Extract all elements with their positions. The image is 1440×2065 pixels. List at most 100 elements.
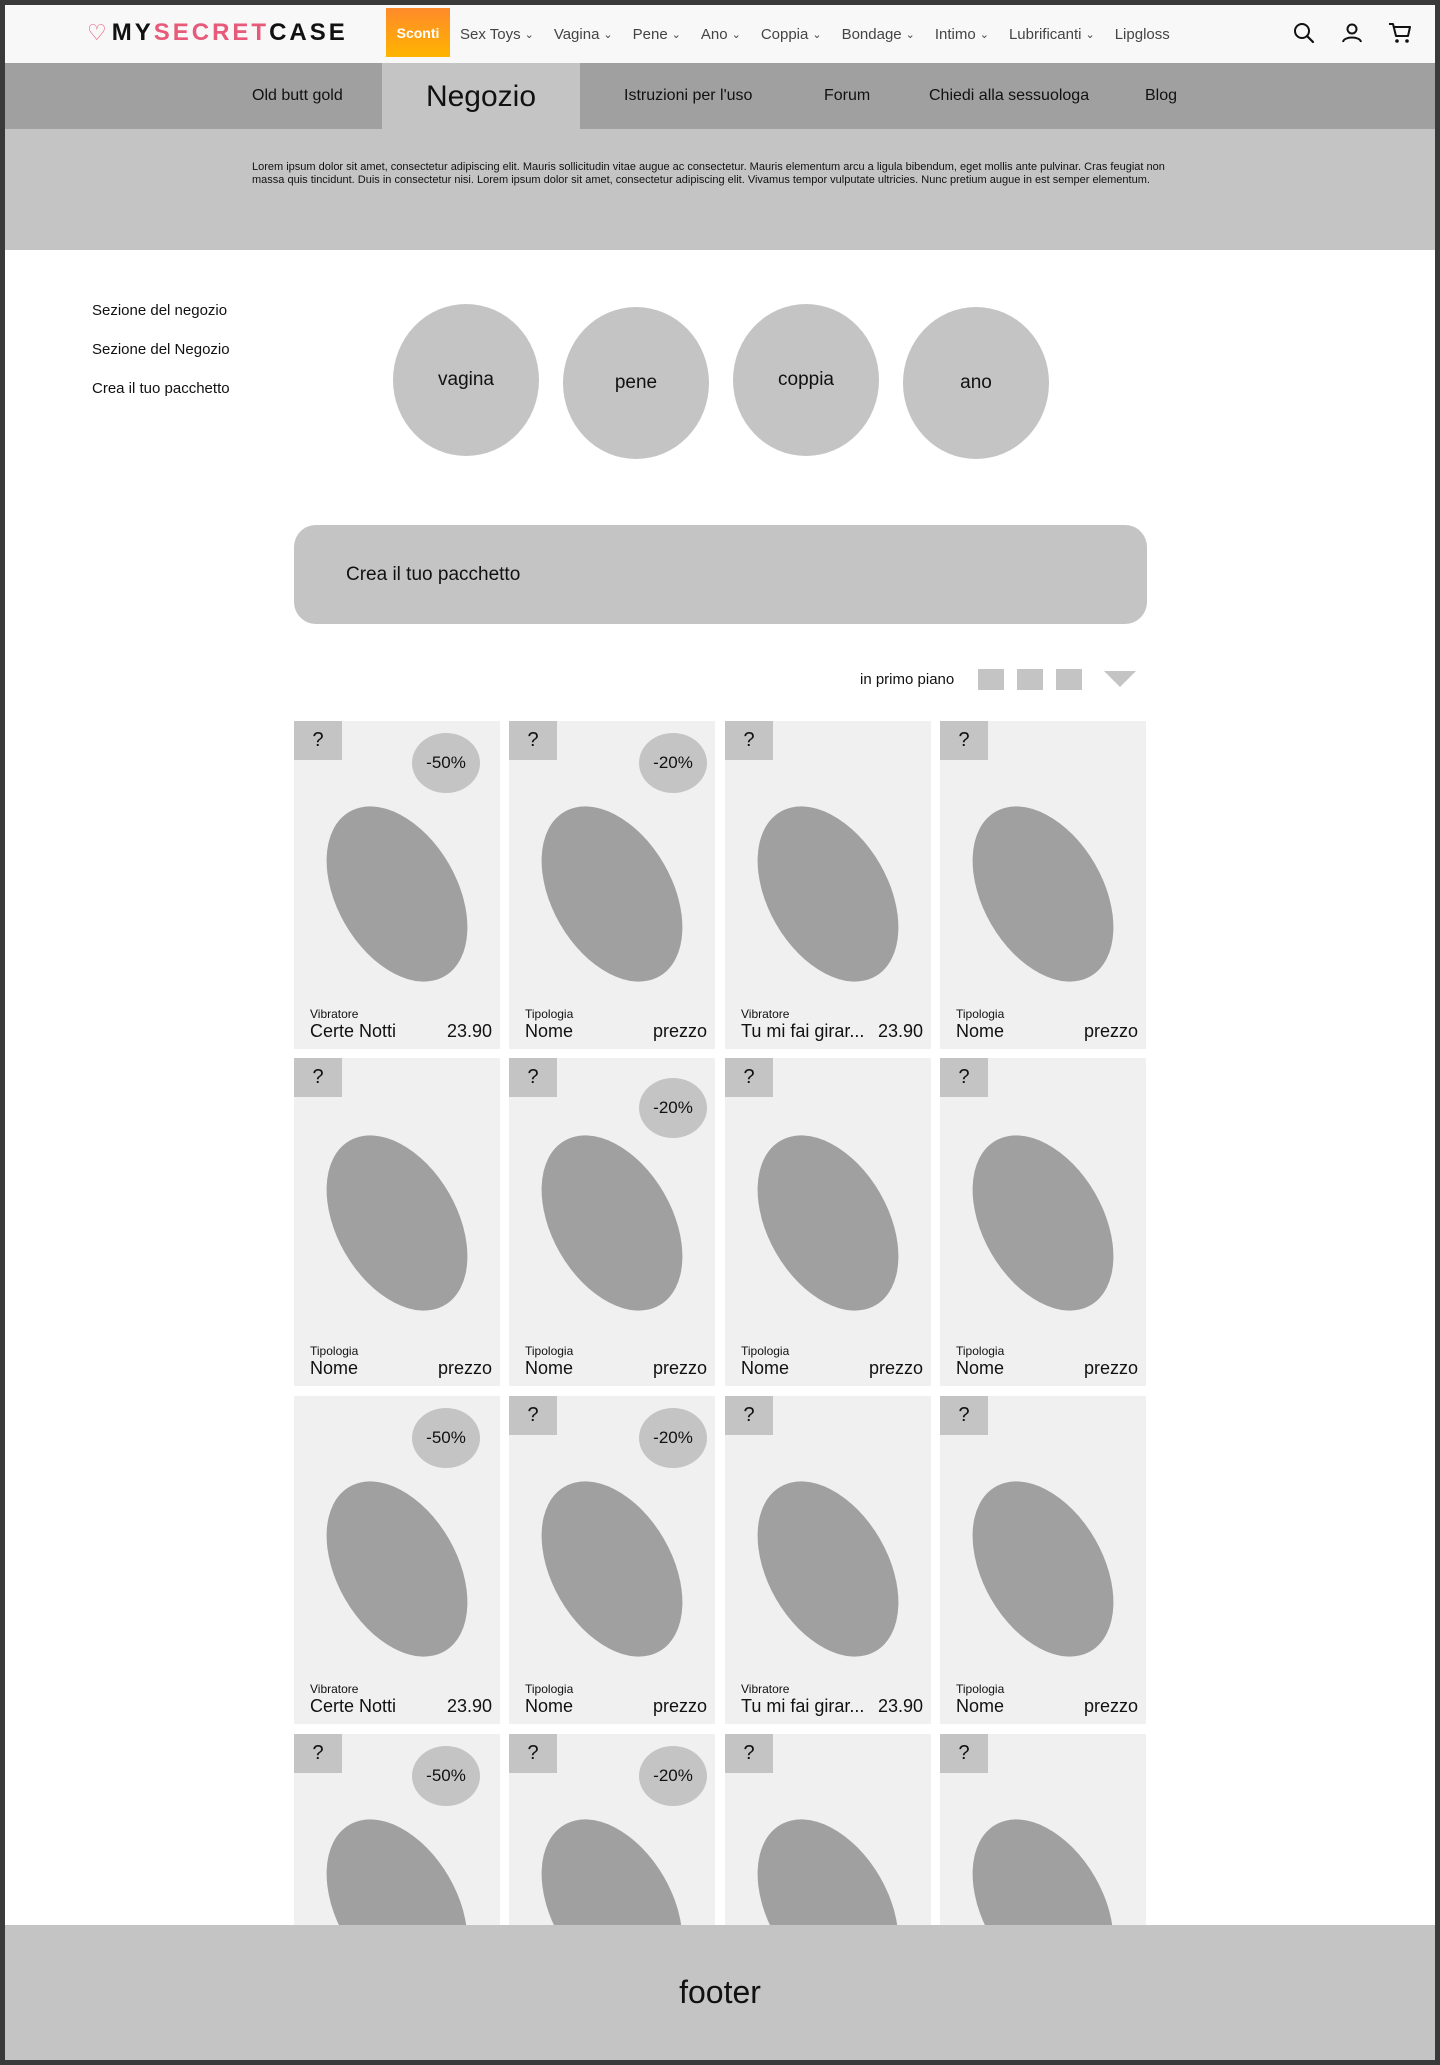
subnav-istruzioni[interactable]: Istruzioni per l'uso (624, 87, 753, 104)
nav-bondage[interactable]: Bondage ⌄ (842, 26, 915, 43)
nav-intimo[interactable]: Intimo ⌄ (935, 26, 989, 43)
info-question-icon[interactable]: ? (509, 721, 557, 760)
info-question-icon[interactable]: ? (940, 1396, 988, 1435)
product-type: Vibratore (741, 1682, 790, 1696)
product-name[interactable]: Nome (525, 1696, 574, 1716)
chevron-down-icon: ⌄ (905, 28, 915, 41)
product-name[interactable]: Tu mi fai girar... (741, 1696, 865, 1716)
product-card[interactable]: ? Tipologia Nome prezzo (940, 721, 1146, 1049)
view-toggle-2[interactable] (1017, 668, 1044, 690)
intro-banner: Lorem ipsum dolor sit amet, consectetur … (5, 129, 1435, 250)
side-menu-item-sezione-2[interactable]: Sezione del Negozio (92, 341, 230, 358)
product-image-placeholder[interactable] (728, 1456, 928, 1682)
info-question-icon[interactable]: ? (509, 1058, 557, 1097)
nav-coppia[interactable]: Coppia ⌄ (761, 26, 822, 43)
main-nav: Sex Toys ⌄ Vagina ⌄ Pene ⌄ Ano ⌄ Coppia ⌄ Bon… (460, 5, 1190, 63)
side-menu-item-crea-pacchetto[interactable]: Crea il tuo pacchetto (92, 380, 230, 397)
product-image-placeholder[interactable] (512, 781, 712, 1007)
product-name[interactable]: Nome (956, 1021, 1005, 1041)
product-image-placeholder[interactable] (297, 781, 497, 1007)
product-name[interactable]: Nome (310, 1358, 359, 1378)
category-ano[interactable]: ano (903, 307, 1049, 459)
product-image-placeholder[interactable] (943, 1456, 1143, 1682)
info-question-icon[interactable]: ? (509, 1734, 557, 1773)
product-card[interactable]: ? Vibratore Tu mi fai girar... 23.90 (725, 1396, 931, 1724)
product-image-placeholder[interactable] (728, 781, 928, 1007)
product-image-placeholder[interactable] (512, 1456, 712, 1682)
product-card[interactable]: ? -20% Tipologia Nome prezzo (509, 721, 715, 1049)
product-card[interactable]: ? -20% (509, 1734, 715, 2020)
product-card[interactable]: ? -50% (294, 1734, 500, 2020)
nav-vagina[interactable]: Vagina ⌄ (554, 26, 613, 43)
info-question-icon[interactable]: ? (294, 721, 342, 760)
product-card[interactable]: ? Tipologia Nome prezzo (940, 1396, 1146, 1724)
logo[interactable]: ♡ MY SECRET CASE (87, 19, 348, 47)
subnav-old-butt-gold[interactable]: Old butt gold (252, 87, 343, 104)
product-card[interactable]: ? Tipologia Nome prezzo (725, 1058, 931, 1386)
nav-label: Sex Toys (460, 25, 521, 43)
nav-sex-toys[interactable]: Sex Toys ⌄ (460, 26, 534, 43)
info-question-icon[interactable]: ? (940, 721, 988, 760)
product-name[interactable]: Nome (956, 1696, 1005, 1716)
product-image-placeholder[interactable] (512, 1110, 712, 1336)
product-name[interactable]: Nome (525, 1021, 574, 1041)
subnav-chiedi-sessuologa[interactable]: Chiedi alla sessuologa (929, 87, 1090, 104)
nav-lubrificanti[interactable]: Lubrificanti ⌄ (1009, 26, 1095, 43)
view-toggle-3[interactable] (1056, 668, 1083, 690)
subnav-blog[interactable]: Blog (1145, 87, 1178, 104)
search-icon[interactable] (1291, 19, 1317, 47)
secondary-nav: Old butt gold Negozio Istruzioni per l'u… (5, 63, 1435, 131)
sort-dropdown-icon[interactable] (1104, 671, 1137, 687)
logo-my: MY (111, 19, 154, 46)
nav-ano[interactable]: Ano ⌄ (701, 26, 741, 43)
view-toggle-1[interactable] (978, 668, 1005, 690)
info-question-icon[interactable]: ? (294, 1734, 342, 1773)
product-name[interactable]: Certe Notti (310, 1021, 397, 1041)
info-question-icon[interactable]: ? (725, 1396, 773, 1435)
product-name[interactable]: Certe Notti (310, 1696, 397, 1716)
product-image-placeholder[interactable] (943, 781, 1143, 1007)
product-card[interactable]: -50% Vibratore Certe Notti 23.90 (294, 1396, 500, 1724)
product-image-placeholder[interactable] (943, 1110, 1143, 1336)
product-card[interactable]: ? Vibratore Tu mi fai girar... 23.90 (725, 721, 931, 1049)
category-vagina[interactable]: vagina (393, 304, 539, 456)
product-card[interactable]: ? (940, 1734, 1146, 2020)
product-card[interactable]: ? (725, 1734, 931, 2020)
product-card[interactable]: ? Tipologia Nome prezzo (294, 1058, 500, 1386)
cart-icon[interactable] (1387, 19, 1413, 47)
subnav-negozio-active[interactable]: Negozio (382, 63, 580, 131)
product-name[interactable]: Nome (741, 1358, 790, 1378)
product-name[interactable]: Nome (956, 1358, 1005, 1378)
category-pene[interactable]: pene (563, 307, 709, 459)
category-label: coppia (778, 369, 834, 390)
product-card[interactable]: ? Tipologia Nome prezzo (940, 1058, 1146, 1386)
chevron-down-icon: ⌄ (979, 28, 989, 41)
info-question-icon[interactable]: ? (725, 721, 773, 760)
product-image-placeholder[interactable] (297, 1110, 497, 1336)
nav-lipgloss[interactable]: Lipgloss (1115, 26, 1170, 43)
product-card[interactable]: ? -20% Tipologia Nome prezzo (509, 1396, 715, 1724)
info-question-icon[interactable]: ? (940, 1734, 988, 1773)
chevron-down-icon: ⌄ (731, 28, 741, 41)
product-name[interactable]: Nome (525, 1358, 574, 1378)
product-card[interactable]: ? -20% Tipologia Nome prezzo (509, 1058, 715, 1386)
subnav-forum[interactable]: Forum (824, 87, 871, 104)
nav-label: Intimo (934, 25, 976, 43)
info-question-icon[interactable]: ? (509, 1396, 557, 1435)
sort-label[interactable]: in primo piano (860, 670, 955, 688)
nav-pene[interactable]: Pene ⌄ (633, 26, 681, 43)
info-question-icon[interactable]: ? (940, 1058, 988, 1097)
crea-pacchetto-button[interactable]: Crea il tuo pacchetto (294, 525, 1147, 624)
sconti-button[interactable]: Sconti (386, 8, 450, 57)
category-label: ano (960, 372, 992, 393)
product-card[interactable]: ? -50% Vibratore Certe Notti 23.90 (294, 721, 500, 1049)
info-question-icon[interactable]: ? (725, 1058, 773, 1097)
account-icon[interactable] (1339, 19, 1365, 47)
side-menu-item-sezione[interactable]: Sezione del negozio (92, 302, 228, 319)
info-question-icon[interactable]: ? (294, 1058, 342, 1097)
product-name[interactable]: Tu mi fai girar... (741, 1021, 865, 1041)
product-image-placeholder[interactable] (728, 1110, 928, 1336)
category-coppia[interactable]: coppia (733, 304, 879, 456)
info-question-icon[interactable]: ? (725, 1734, 773, 1773)
product-image-placeholder[interactable] (297, 1456, 497, 1682)
